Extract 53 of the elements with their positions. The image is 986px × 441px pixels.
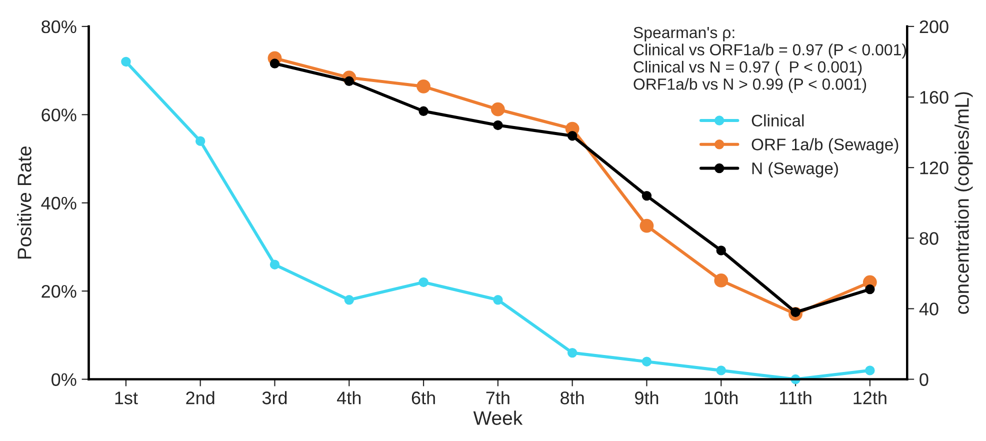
y2-axis-title: concentration (copies/mL): [954, 92, 973, 314]
x-tick-label: 1st: [115, 392, 138, 404]
point: [270, 260, 280, 270]
point: [642, 190, 652, 201]
point: [716, 366, 726, 376]
annotation: Clinical vs N = 0.97 ( P < 0.001): [634, 60, 862, 76]
annotation: Clinical vs ORF1a/b = 0.97 (P < 0.001): [634, 44, 906, 59]
point: [418, 106, 428, 116]
y-tick-label: 40%: [41, 196, 76, 210]
y-tick-label: 20%: [42, 284, 76, 298]
point: [642, 356, 652, 366]
y2-tick-label: 80: [920, 232, 938, 245]
x-tick-label: 2nd: [186, 391, 214, 404]
point: [493, 295, 503, 305]
x-tick-label: 7th: [486, 391, 510, 404]
y2-tick-label: 200: [920, 20, 948, 34]
y-tick-label: 60%: [42, 108, 76, 122]
point: [195, 136, 206, 146]
point: [865, 366, 875, 376]
point: [418, 277, 428, 288]
x-tick-label: 9th: [635, 391, 658, 404]
point: [270, 58, 280, 68]
y2-tick-label: 0: [920, 373, 928, 386]
point: [490, 102, 505, 116]
x-tick-label: 4th: [337, 391, 361, 404]
point: [567, 130, 578, 141]
point: [865, 284, 875, 294]
y-axis-title: Positive Rate: [17, 146, 32, 259]
x-tick-label: 6th: [412, 391, 435, 404]
point: [344, 295, 354, 305]
point: [493, 120, 503, 130]
point: [716, 246, 726, 256]
point: [567, 348, 578, 358]
x-tick-label: 12th: [854, 391, 886, 404]
y-tick-label: 80%: [42, 20, 76, 34]
x-tick-label: 10th: [704, 391, 738, 404]
y2-tick-label: 160: [920, 90, 948, 104]
legend-label: N (Sewage): [752, 162, 838, 178]
annotation: Spearman's ρ:: [634, 26, 734, 42]
point: [714, 274, 728, 288]
y2-tick-label: 40: [919, 302, 938, 316]
legend-label: ORF 1a/b (Sewage): [752, 138, 898, 154]
x-tick-label: 8th: [560, 391, 584, 404]
point: [121, 56, 131, 67]
x-axis-title: Week: [473, 410, 523, 425]
x-tick-label: 11th: [780, 391, 812, 404]
point: [640, 218, 654, 233]
y2-tick-label: 120: [920, 162, 948, 174]
point: [416, 79, 430, 94]
legend-label: Clinical: [752, 114, 804, 127]
x-tick-label: 3rd: [262, 391, 287, 404]
annotation: ORF1a/b vs N > 0.99 (P < 0.001): [634, 78, 866, 93]
y-tick-label: 0%: [52, 373, 76, 386]
